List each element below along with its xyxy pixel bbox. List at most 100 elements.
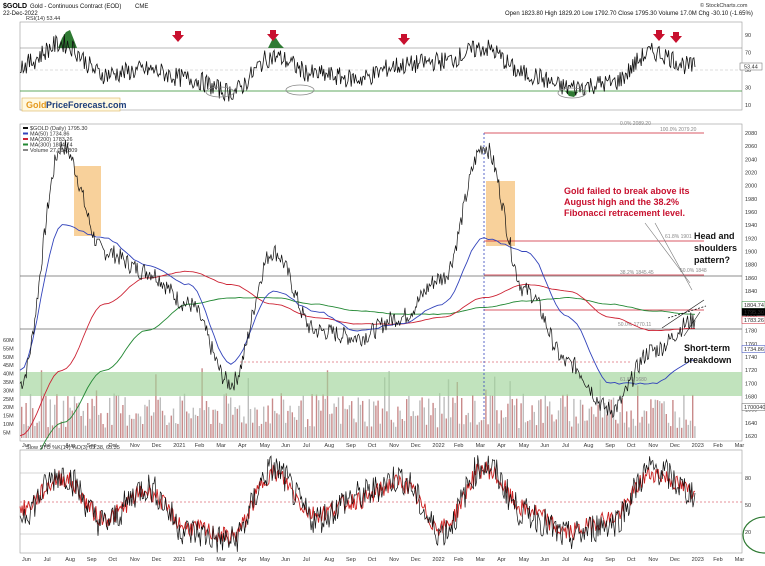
volume-bar bbox=[540, 399, 542, 438]
price-tick-label: 2080 bbox=[745, 131, 757, 137]
volume-bar bbox=[249, 409, 252, 438]
x-axis-label: Aug bbox=[324, 557, 334, 563]
volume-bar bbox=[692, 394, 694, 438]
volume-bar bbox=[186, 411, 188, 438]
volume-bar bbox=[568, 421, 571, 438]
volume-bar bbox=[238, 405, 241, 438]
volume-bar bbox=[476, 424, 478, 438]
volume-bar bbox=[489, 395, 491, 438]
x-axis-label: Dec bbox=[670, 557, 680, 563]
volume-bar bbox=[571, 426, 573, 438]
x-axis-label: Mar bbox=[476, 557, 486, 563]
volume-bar bbox=[621, 398, 623, 438]
volume-bar bbox=[577, 423, 579, 438]
volume-tick-label: 35M bbox=[3, 380, 14, 386]
volume-tick-label: 40M bbox=[3, 372, 14, 378]
volume-bar bbox=[45, 396, 47, 438]
volume-bars bbox=[21, 368, 696, 438]
volume-bar bbox=[139, 416, 142, 438]
volume-bar bbox=[263, 406, 265, 438]
volume-bar bbox=[131, 418, 133, 438]
volume-bar bbox=[681, 427, 683, 438]
arrow-down-icon bbox=[398, 34, 410, 45]
chart-instrument-name: Gold - Continuous Contract (EOD) bbox=[30, 4, 121, 10]
arrow-down-icon bbox=[172, 31, 184, 42]
volume-bar bbox=[76, 403, 78, 438]
volume-bar bbox=[414, 415, 417, 438]
ma200-line bbox=[19, 270, 696, 437]
volume-bar bbox=[676, 427, 678, 438]
price-tick-label: 1900 bbox=[745, 250, 757, 256]
consolidation-zone-2 bbox=[486, 181, 515, 246]
volume-bar bbox=[285, 422, 287, 438]
volume-bar bbox=[447, 379, 450, 438]
rsi-axis-ticks: 90 70 50 30 10 bbox=[745, 33, 751, 109]
volume-bar bbox=[575, 416, 577, 438]
volume-bar bbox=[102, 424, 104, 438]
volume-bar bbox=[687, 424, 689, 438]
x-axis-label: Dec bbox=[670, 443, 680, 449]
volume-bar bbox=[71, 410, 73, 438]
volume-bar bbox=[430, 415, 432, 438]
volume-bar bbox=[234, 407, 236, 438]
legend-item: Volume 27,094,809 bbox=[30, 148, 77, 154]
volume-bar bbox=[241, 422, 243, 438]
price-tick-label: 2040 bbox=[745, 157, 757, 163]
volume-bar bbox=[333, 403, 335, 438]
volume-bar bbox=[124, 397, 126, 438]
volume-bar bbox=[84, 425, 87, 438]
x-axis-label: Sep bbox=[87, 557, 97, 563]
volume-bar bbox=[456, 382, 458, 438]
volume-bar bbox=[582, 404, 584, 438]
volume-tick-label: 10M bbox=[3, 422, 14, 428]
price-tick-label: 1840 bbox=[745, 289, 757, 295]
legend-swatch bbox=[23, 138, 28, 140]
volume-bar bbox=[522, 393, 524, 438]
volume-bar bbox=[689, 420, 692, 438]
x-axis-label: Jul bbox=[562, 557, 569, 563]
volume-bar bbox=[610, 399, 612, 438]
volume-bar bbox=[650, 399, 652, 438]
volume-bar bbox=[245, 423, 247, 438]
volume-bar bbox=[406, 399, 408, 438]
x-axis-label: Jul bbox=[303, 557, 310, 563]
legend-item: $GOLD (Daily) 1795.30 bbox=[30, 126, 87, 132]
volume-bar bbox=[584, 420, 586, 438]
x-axis-label: Apr bbox=[238, 443, 247, 449]
x-axis-label: Nov bbox=[389, 557, 399, 563]
volume-bar bbox=[428, 398, 430, 438]
volume-bar bbox=[564, 406, 566, 438]
volume-bar bbox=[656, 400, 659, 438]
volume-bar bbox=[346, 409, 348, 438]
x-axis-label: Apr bbox=[497, 557, 506, 563]
volume-bar bbox=[555, 419, 557, 438]
volume-bar bbox=[485, 389, 487, 438]
rsi-label: RSI(14) 53.44 bbox=[26, 16, 60, 22]
volume-bar bbox=[181, 400, 183, 438]
volume-bar bbox=[351, 401, 353, 438]
x-axis-label: Jul bbox=[44, 443, 51, 449]
volume-bar bbox=[443, 396, 445, 438]
x-axis-label: Feb bbox=[713, 443, 722, 449]
volume-bar bbox=[478, 422, 480, 438]
volume-bar bbox=[208, 407, 210, 438]
fib-level-label: 100.0% 2079.20 bbox=[660, 127, 697, 133]
volume-bar bbox=[370, 426, 373, 438]
volume-bar bbox=[617, 423, 619, 438]
volume-bar bbox=[51, 425, 54, 438]
price-tag-box bbox=[741, 403, 765, 411]
volume-bar bbox=[276, 413, 278, 438]
volume-bar bbox=[25, 403, 27, 438]
volume-bar bbox=[78, 402, 80, 438]
volume-bar bbox=[117, 395, 120, 438]
x-axis-label: Feb bbox=[454, 443, 463, 449]
volume-tick-label: 50M bbox=[3, 355, 14, 361]
volume-bar bbox=[373, 401, 375, 438]
legend-swatch bbox=[23, 149, 28, 151]
volume-bar bbox=[172, 408, 175, 438]
x-axis-label: Mar bbox=[735, 443, 745, 449]
volume-bar bbox=[175, 423, 177, 438]
volume-bar bbox=[452, 397, 454, 438]
legend-item: MA(200) 1783.26 bbox=[30, 137, 73, 143]
volume-bar bbox=[518, 428, 520, 438]
